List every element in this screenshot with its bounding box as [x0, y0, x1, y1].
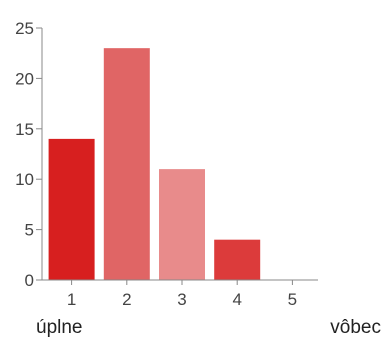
y-tick-label: 25 — [15, 19, 34, 38]
y-tick-label: 5 — [25, 221, 34, 240]
y-tick-label: 15 — [15, 120, 34, 139]
bar-4 — [214, 239, 261, 280]
x-tick-label: 1 — [67, 290, 76, 309]
x-axis: 1 2 3 4 5 — [42, 279, 318, 309]
y-tick-label: 10 — [15, 170, 34, 189]
y-tick-label: 20 — [15, 69, 34, 88]
scale-low-label: úplne — [36, 317, 83, 338]
bar-2 — [103, 48, 150, 280]
bar-3 — [159, 169, 205, 280]
x-tick-label: 5 — [288, 290, 297, 309]
y-axis: 0 5 10 15 20 25 — [15, 19, 43, 290]
bars — [48, 48, 261, 280]
scale-high-label: vôbec — [330, 317, 381, 338]
x-tick-label: 4 — [232, 290, 241, 309]
x-tick-label: 3 — [177, 290, 186, 309]
y-tick-label: 0 — [25, 271, 34, 290]
x-tick-label: 2 — [122, 290, 131, 309]
bar-1 — [48, 138, 95, 280]
